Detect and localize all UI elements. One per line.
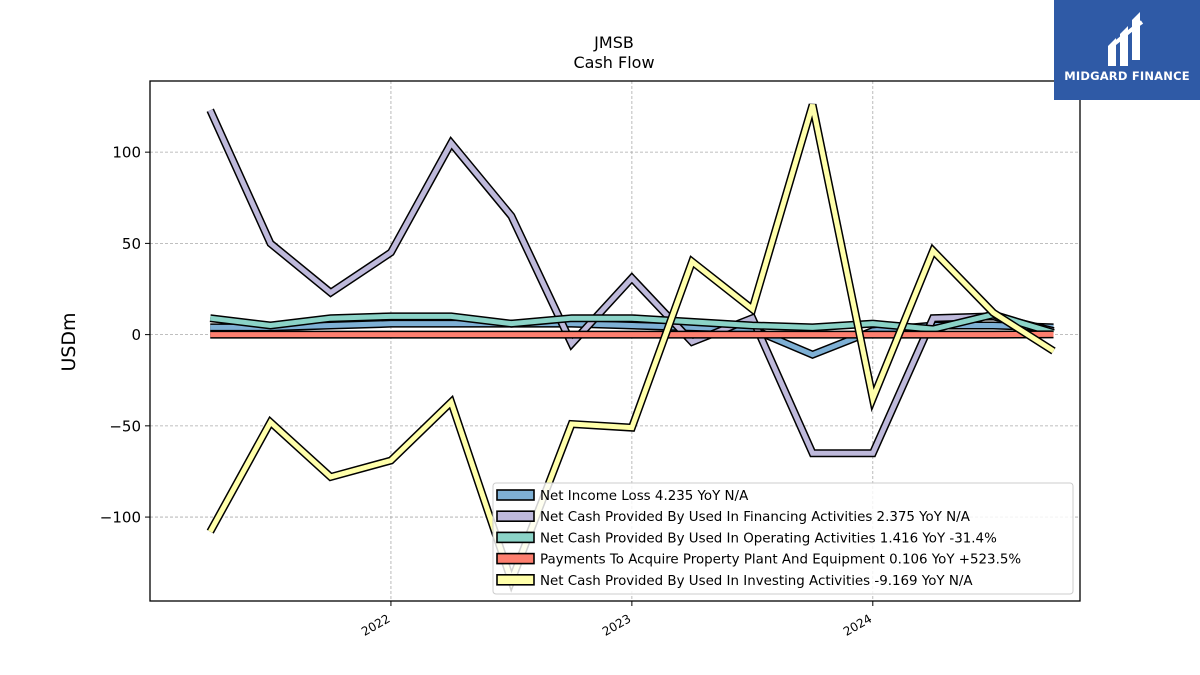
legend-swatch [496, 510, 535, 523]
legend-entry-label: Payments To Acquire Property Plant And E… [540, 553, 1021, 568]
y-tick-label: 0 [131, 326, 141, 344]
legend-entry-label: Net Cash Provided By Used In Financing A… [540, 510, 971, 525]
y-tick-label: 50 [122, 235, 141, 253]
chart-title: JMSB [593, 33, 634, 52]
legend-swatch [496, 552, 535, 565]
x-tick-label: 2024 [841, 611, 874, 638]
logo-text: MIDGARD FINANCE [1064, 69, 1190, 83]
plot-frame [149, 80, 1081, 602]
legend-swatch [496, 531, 535, 544]
legend-entry-label: Net Cash Provided By Used In Operating A… [540, 531, 997, 546]
y-tick-label: −100 [100, 509, 141, 527]
legend-box [492, 482, 1074, 595]
legend-swatch [496, 573, 535, 586]
y-tick-label: −50 [109, 417, 141, 435]
chart-subtitle: Cash Flow [573, 53, 654, 72]
series-line [209, 311, 1055, 336]
legend-entry-label: Net Cash Provided By Used In Investing A… [540, 574, 973, 589]
x-tick-label: 2022 [359, 611, 392, 638]
logo-mark-icon [1108, 12, 1144, 66]
midgard-finance-logo: MIDGARD FINANCE [1054, 0, 1200, 100]
legend-entry-label: Net Income Loss 4.235 YoY N/A [540, 489, 749, 504]
legend: Net Income Loss 4.235 YoY N/A Net Cash Pr… [492, 482, 1074, 595]
axes: 100 50 0 −50 −100 2022 2023 2024 [100, 144, 875, 639]
y-tick-label: 100 [112, 144, 141, 162]
y-axis-label: USDm [58, 312, 80, 371]
series-layer [206, 103, 1056, 593]
series-line [208, 104, 1055, 589]
legend-swatch [496, 489, 535, 501]
x-tick-label: 2023 [600, 611, 633, 638]
series-line [207, 109, 1055, 456]
